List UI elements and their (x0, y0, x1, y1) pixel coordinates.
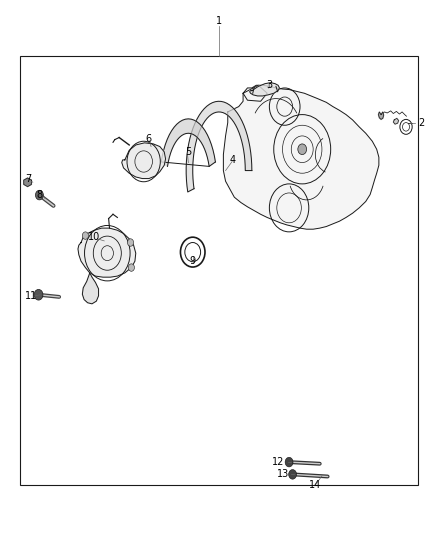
Circle shape (127, 239, 134, 246)
Text: 9: 9 (190, 256, 196, 266)
Text: 14: 14 (309, 480, 321, 490)
Circle shape (298, 144, 307, 155)
Text: 1: 1 (216, 17, 222, 26)
Text: 6: 6 (146, 134, 152, 143)
Polygon shape (393, 118, 399, 124)
Circle shape (82, 232, 88, 239)
Polygon shape (82, 273, 99, 304)
Circle shape (34, 289, 43, 300)
Circle shape (128, 264, 134, 271)
Text: 5: 5 (185, 147, 191, 157)
Text: 4: 4 (229, 155, 235, 165)
Text: 2: 2 (418, 118, 424, 127)
Text: 10: 10 (88, 232, 100, 242)
Text: 3: 3 (266, 80, 272, 90)
Bar (20, 56, 418, 485)
Circle shape (285, 457, 293, 467)
Polygon shape (250, 83, 279, 96)
Text: 7: 7 (25, 174, 32, 183)
Text: 11: 11 (25, 291, 37, 301)
Polygon shape (186, 101, 252, 192)
Text: 12: 12 (272, 457, 285, 467)
Polygon shape (378, 112, 384, 119)
Text: 8: 8 (36, 190, 42, 199)
Polygon shape (161, 119, 215, 166)
Circle shape (35, 190, 43, 200)
Polygon shape (78, 228, 136, 277)
Polygon shape (122, 143, 166, 179)
Text: 13: 13 (277, 470, 289, 479)
Circle shape (289, 470, 297, 479)
Polygon shape (24, 178, 32, 187)
Polygon shape (223, 85, 379, 229)
